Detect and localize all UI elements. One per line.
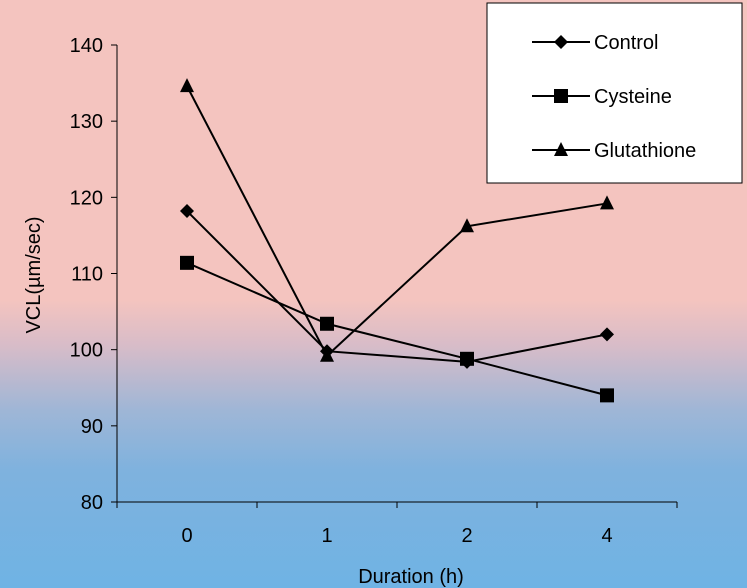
legend-marker — [554, 35, 568, 49]
legend-item-control: Control — [532, 32, 658, 54]
data-point-cysteine — [320, 316, 334, 331]
series-line-control — [186, 210, 608, 363]
y-tick-label: 110 — [71, 264, 103, 286]
data-point-glutathione — [180, 78, 194, 93]
x-axis-title: Duration (h) — [358, 566, 464, 588]
series-line-cysteine — [186, 261, 608, 397]
series-layer — [180, 78, 614, 403]
legend-label: Control — [594, 32, 658, 54]
series-line-glutathione — [186, 85, 608, 358]
y-tick-label: 90 — [81, 416, 103, 438]
x-tick-label: 2 — [461, 525, 472, 547]
series-control — [180, 204, 614, 369]
data-point-control — [180, 204, 194, 219]
y-tick-label: 140 — [70, 35, 103, 57]
y-tick-label: 80 — [81, 492, 103, 514]
x-tick-label: 0 — [181, 525, 192, 547]
data-point-control — [600, 327, 614, 342]
series-cysteine — [180, 255, 614, 403]
legend-marker — [554, 142, 568, 156]
x-ticks: 0 1 2 4 — [116, 502, 678, 547]
data-point-cysteine — [180, 255, 194, 270]
y-tick-label: 130 — [70, 111, 103, 133]
y-tick-label: 100 — [70, 340, 103, 362]
legend-item-glutathione: Glutathione — [532, 140, 696, 162]
legend-marker — [554, 89, 568, 103]
y-axis-title: VCL(µm/sec) — [23, 216, 45, 333]
data-point-glutathione — [600, 195, 614, 210]
y-ticks: 80 90 100 110 120 130 140 — [70, 35, 117, 514]
x-tick-label: 4 — [601, 525, 612, 547]
legend-label: Cysteine — [594, 86, 672, 108]
legend: Control Cysteine Glutathione — [486, 2, 743, 184]
data-point-cysteine — [460, 351, 474, 366]
data-point-cysteine — [600, 388, 614, 403]
y-tick-label: 120 — [70, 187, 103, 209]
data-point-glutathione — [460, 218, 474, 233]
data-point-glutathione — [320, 347, 334, 362]
x-tick-label: 1 — [321, 525, 332, 547]
series-glutathione — [180, 78, 614, 362]
legend-label: Glutathione — [594, 140, 696, 162]
legend-box — [486, 2, 743, 184]
legend-item-cysteine: Cysteine — [532, 86, 672, 108]
